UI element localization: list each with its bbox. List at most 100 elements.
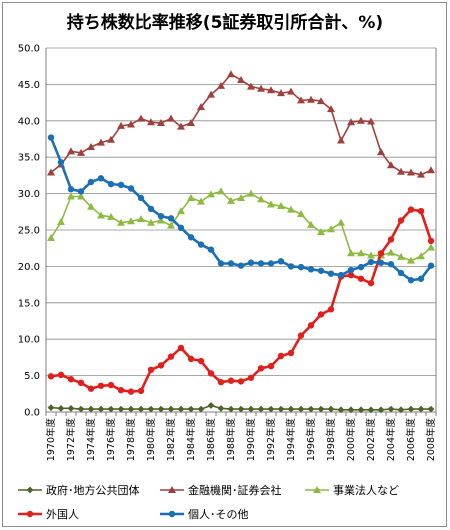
- data-point: [167, 353, 175, 360]
- data-point: [107, 135, 115, 143]
- data-point: [107, 405, 115, 413]
- legend-item: 事業法人など: [305, 483, 399, 497]
- data-point: [137, 405, 145, 413]
- series-3: [47, 187, 435, 264]
- data-point: [247, 259, 255, 266]
- data-point: [387, 248, 395, 256]
- data-point: [347, 249, 355, 257]
- data-point: [313, 486, 321, 493]
- data-point: [147, 405, 155, 413]
- data-point: [387, 161, 395, 169]
- data-point: [327, 105, 335, 113]
- data-point: [317, 311, 325, 318]
- data-point: [207, 90, 215, 98]
- data-point: [407, 206, 415, 213]
- x-tick-label: 1976年度: [105, 418, 117, 462]
- data-point: [307, 405, 315, 413]
- data-point: [26, 486, 34, 494]
- x-tick-label: 1982年度: [165, 418, 177, 462]
- data-point: [347, 266, 355, 274]
- data-point: [67, 186, 75, 193]
- data-point: [347, 118, 355, 126]
- data-point: [207, 246, 215, 253]
- data-point: [107, 212, 115, 220]
- axes: [45, 48, 437, 416]
- x-tick-label: 1992年度: [265, 418, 277, 462]
- x-tick-label: 2002年度: [365, 418, 377, 462]
- data-point: [137, 194, 145, 202]
- data-point: [47, 168, 55, 176]
- data-point: [357, 263, 365, 271]
- data-point: [67, 404, 75, 412]
- y-tick-label: 25.0: [18, 226, 40, 237]
- data-point: [247, 374, 255, 381]
- y-tick-label: 0.0: [24, 408, 40, 419]
- x-tick-label: 1970年度: [45, 418, 57, 462]
- data-point: [117, 386, 125, 394]
- x-tick-label: 1990年度: [245, 418, 257, 462]
- x-tick-label: 1998年度: [325, 418, 337, 462]
- data-point: [67, 376, 75, 383]
- data-point: [277, 89, 285, 97]
- data-point: [26, 510, 34, 518]
- data-point: [397, 406, 405, 414]
- y-tick-label: 5.0: [24, 371, 40, 382]
- data-point: [257, 405, 265, 413]
- data-point: [427, 262, 435, 269]
- data-point: [287, 405, 295, 413]
- data-point: [187, 234, 195, 241]
- data-point: [297, 263, 305, 271]
- data-point: [157, 118, 165, 126]
- y-tick-label: 10.0: [18, 335, 40, 346]
- data-point: [97, 405, 105, 413]
- data-point: [67, 192, 75, 200]
- data-point: [267, 405, 275, 413]
- y-tick-label: 35.0: [18, 153, 40, 164]
- data-point: [407, 256, 415, 264]
- data-point: [277, 405, 285, 413]
- data-point: [287, 205, 295, 213]
- legend-item: 外国人: [18, 508, 79, 521]
- data-point: [307, 95, 315, 103]
- data-point: [347, 406, 355, 414]
- data-point: [207, 190, 215, 198]
- data-point: [177, 207, 185, 215]
- data-point: [87, 178, 95, 186]
- data-point: [137, 215, 145, 223]
- data-point: [197, 102, 205, 110]
- data-point: [167, 221, 175, 229]
- data-point: [168, 486, 176, 493]
- data-point: [227, 405, 235, 413]
- data-point: [157, 212, 165, 220]
- legend-item: 政府･地方公共団体: [18, 483, 140, 497]
- data-point: [237, 378, 245, 385]
- data-point: [167, 114, 175, 122]
- data-point: [267, 86, 275, 94]
- x-tick-label: 1986年度: [205, 418, 217, 462]
- data-point: [407, 277, 415, 284]
- data-point: [237, 76, 245, 84]
- data-point: [297, 405, 305, 413]
- data-point: [227, 260, 235, 267]
- data-point: [377, 406, 385, 414]
- data-point: [427, 237, 435, 245]
- data-point: [417, 252, 425, 260]
- data-point: [367, 258, 375, 266]
- data-point: [337, 218, 345, 226]
- data-point: [377, 250, 385, 257]
- data-point: [247, 405, 255, 413]
- data-point: [147, 366, 155, 373]
- x-tick-label: 1972年度: [65, 418, 77, 462]
- x-tick-label: 1988年度: [225, 418, 237, 462]
- data-point: [57, 404, 65, 412]
- data-point: [367, 279, 375, 287]
- data-point: [357, 406, 365, 414]
- data-point: [187, 405, 195, 413]
- data-point: [117, 181, 125, 189]
- data-point: [147, 218, 155, 226]
- y-axis-ticks: 0.0 5.0 10.0 15.0 20.0 25.0 30.0 35.0 40.0 45.0 50…: [18, 44, 40, 419]
- data-point: [417, 275, 425, 282]
- data-point: [197, 241, 205, 248]
- data-point: [287, 87, 295, 95]
- data-point: [47, 134, 55, 141]
